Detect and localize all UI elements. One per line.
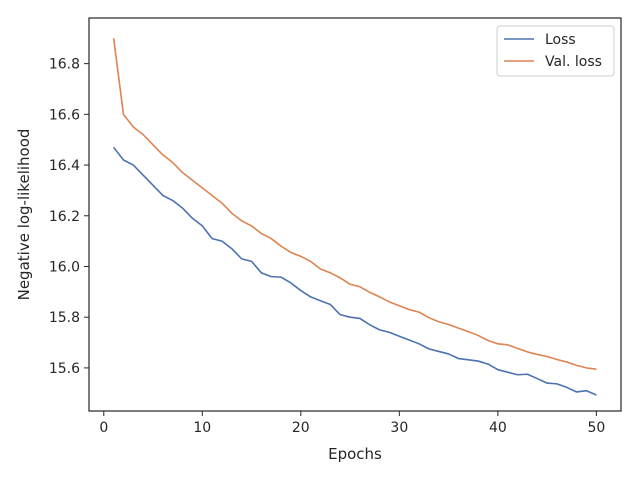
y-tick-label: 16.0: [49, 259, 80, 275]
legend-label-loss: Loss: [545, 32, 576, 48]
y-axis-label: Negative log-likelihood: [15, 129, 33, 301]
y-tick-label: 16.8: [49, 57, 80, 73]
series-lines: [112, 38, 597, 396]
plot-frame: [88, 17, 622, 412]
x-tick-label: 10: [193, 420, 211, 436]
x-tick-label: 50: [587, 420, 605, 436]
x-tick-label: 30: [390, 420, 408, 436]
y-tick-label: 16.4: [49, 158, 80, 174]
legend-label-val-loss: Val. loss: [545, 54, 602, 70]
x-tick-label: 0: [99, 420, 108, 436]
x-axis: 0 10 20 30 40 50: [99, 411, 605, 436]
y-tick-label: 15.6: [49, 361, 80, 377]
legend: Loss Val. loss: [496, 25, 615, 77]
y-tick-label: 15.8: [49, 310, 80, 326]
y-axis: 15.6 15.8 16.0 16.2 16.4 16.6 16.8: [49, 57, 89, 377]
x-tick-label: 40: [489, 420, 507, 436]
y-tick-label: 16.2: [49, 209, 80, 225]
y-tick-label: 16.6: [49, 107, 80, 123]
series-line-val-loss: [112, 38, 597, 370]
x-tick-label: 20: [292, 420, 310, 436]
x-axis-label: Epochs: [328, 445, 382, 463]
series-line-loss: [112, 146, 597, 396]
